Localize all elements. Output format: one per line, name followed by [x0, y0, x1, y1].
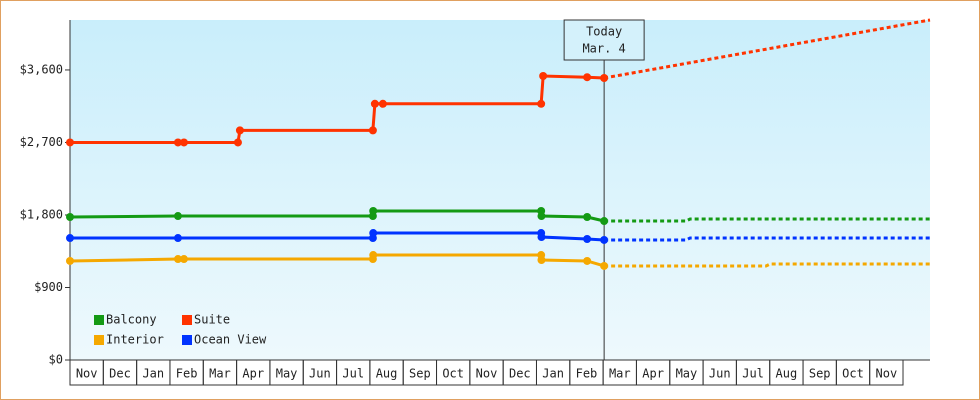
x-tick-label: Nov	[76, 367, 98, 381]
price-dot	[537, 212, 546, 221]
x-tick-label: Sep	[409, 367, 431, 381]
price-dot	[66, 256, 74, 265]
price-dot	[233, 138, 242, 147]
legend-swatch	[182, 335, 192, 345]
x-tick-label: Dec	[109, 367, 131, 381]
x-tick-label: Oct	[442, 367, 464, 381]
x-tick-label: Aug	[776, 367, 798, 381]
x-tick-label: Feb	[176, 367, 198, 381]
x-tick-label: Jan	[142, 367, 164, 381]
price-dot	[600, 235, 609, 244]
price-dot	[600, 74, 609, 83]
today-label: Mar. 4	[582, 42, 625, 56]
forecast-line	[604, 217, 930, 223]
x-tick-label: May	[676, 367, 698, 381]
price-dot	[370, 99, 379, 108]
price-dot	[378, 99, 387, 108]
legend-label: Balcony	[106, 313, 157, 327]
price-line	[70, 231, 605, 242]
y-tick-label: $2,700	[20, 135, 63, 149]
plot-area	[70, 20, 930, 360]
price-dot	[583, 212, 592, 221]
price-dot	[173, 234, 182, 243]
price-dot	[583, 73, 592, 82]
price-dot	[600, 217, 609, 226]
x-tick-label: Apr	[642, 367, 664, 381]
x-tick-label: Dec	[509, 367, 531, 381]
price-dot	[583, 234, 592, 243]
y-tick-label: $0	[49, 353, 63, 367]
forecast-line	[604, 236, 930, 242]
x-tick-label: Apr	[242, 367, 264, 381]
price-dot	[539, 71, 548, 80]
legend-swatch	[94, 315, 104, 325]
legend-label: Suite	[194, 313, 230, 327]
price-dot	[537, 256, 546, 265]
y-tick-label: $3,600	[20, 62, 63, 76]
price-dot	[179, 138, 188, 147]
x-tick-label: Mar	[209, 367, 231, 381]
forecast-line	[603, 18, 931, 80]
y-tick-label: $900	[34, 280, 63, 294]
x-tick-label: Mar	[609, 367, 631, 381]
price-dot	[66, 212, 74, 221]
legend-label: Interior	[106, 333, 164, 347]
x-tick-label: Nov	[476, 367, 498, 381]
price-dot	[537, 233, 546, 242]
x-tick-label: May	[276, 367, 298, 381]
price-dot	[537, 99, 546, 108]
price-dot	[66, 138, 74, 147]
today-label: Today	[586, 25, 622, 39]
x-tick-label: Jan	[542, 367, 564, 381]
price-dot	[179, 255, 188, 264]
price-dot	[173, 255, 182, 264]
x-tick-label: Oct	[842, 367, 864, 381]
price-dot	[369, 251, 378, 260]
x-tick-label: Nov	[876, 367, 898, 381]
x-tick-label: Feb	[576, 367, 598, 381]
x-tick-label: Jun	[309, 367, 331, 381]
y-tick-label: $1,800	[20, 207, 63, 221]
price-dot	[369, 229, 378, 238]
forecast-line	[604, 262, 930, 268]
price-dot	[235, 126, 244, 135]
x-tick-label: Aug	[376, 367, 398, 381]
price-dot	[369, 206, 378, 215]
price-dot	[368, 126, 377, 135]
price-dot	[173, 138, 182, 147]
price-dot	[600, 261, 609, 270]
legend-swatch	[94, 335, 104, 345]
price-dot	[173, 212, 182, 221]
x-tick-label: Jul	[342, 367, 364, 381]
x-tick-label: Jun	[709, 367, 731, 381]
today-box	[563, 19, 645, 61]
price-dot	[66, 234, 74, 243]
legend-label: Ocean View	[194, 333, 267, 347]
price-dot	[583, 256, 592, 265]
legend-swatch	[182, 315, 192, 325]
price-line	[69, 209, 605, 223]
x-tick-label: Sep	[809, 367, 831, 381]
x-tick-label: Jul	[742, 367, 764, 381]
